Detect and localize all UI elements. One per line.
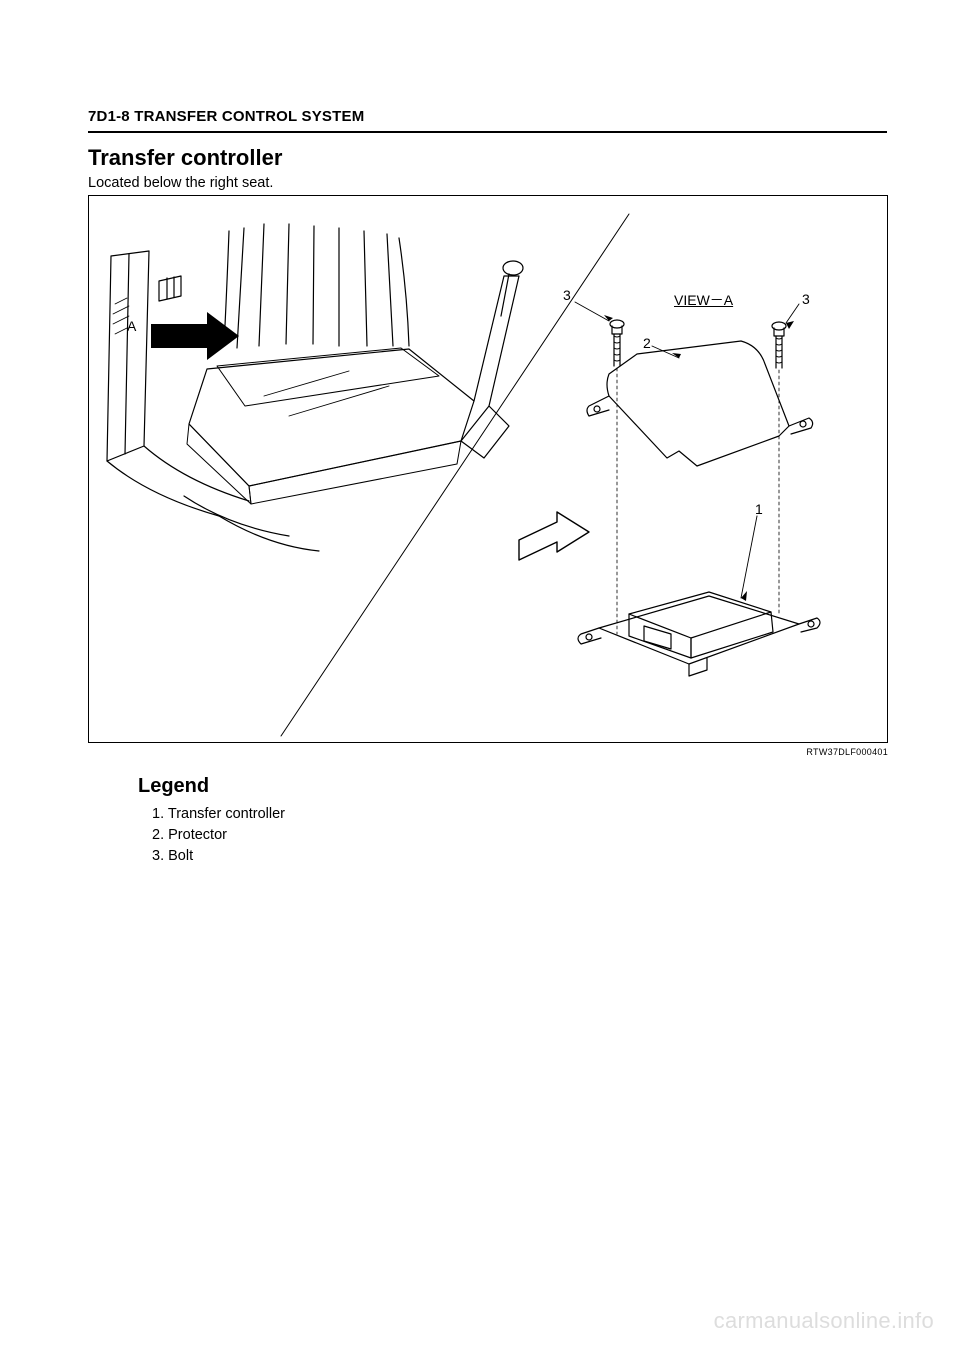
legend-title: Legend bbox=[138, 775, 887, 798]
legend-item-num: 1 bbox=[152, 806, 160, 822]
section-title: Transfer controller bbox=[88, 145, 887, 171]
legend-block: Legend 1. Transfer controller 2. Protect… bbox=[138, 775, 887, 867]
legend-item-text: Protector bbox=[168, 827, 227, 843]
section-subtitle: Located below the right seat. bbox=[88, 175, 887, 191]
figure-diagram-icon bbox=[89, 196, 888, 743]
figure-caption: RTW37DLF000401 bbox=[88, 747, 888, 757]
legend-item-text: Transfer controller bbox=[168, 806, 285, 822]
page-header-rule: 7D1-8 TRANSFER CONTROL SYSTEM bbox=[88, 108, 887, 133]
page: 7D1-8 TRANSFER CONTROL SYSTEM Transfer c… bbox=[0, 0, 960, 1358]
legend-item-text: Bolt bbox=[168, 848, 193, 864]
legend-item-num: 3 bbox=[152, 848, 160, 864]
legend-item: 2. Protector bbox=[152, 825, 887, 846]
legend-item: 3. Bolt bbox=[152, 846, 887, 867]
figure-box: A VIEW－A 3 3 2 1 bbox=[88, 195, 888, 743]
legend-item-num: 2 bbox=[152, 827, 160, 843]
legend-item: 1. Transfer controller bbox=[152, 804, 887, 825]
legend-list: 1. Transfer controller 2. Protector 3. B… bbox=[152, 804, 887, 867]
page-header: 7D1-8 TRANSFER CONTROL SYSTEM bbox=[88, 108, 887, 125]
watermark: carmanualsonline.info bbox=[714, 1308, 934, 1334]
